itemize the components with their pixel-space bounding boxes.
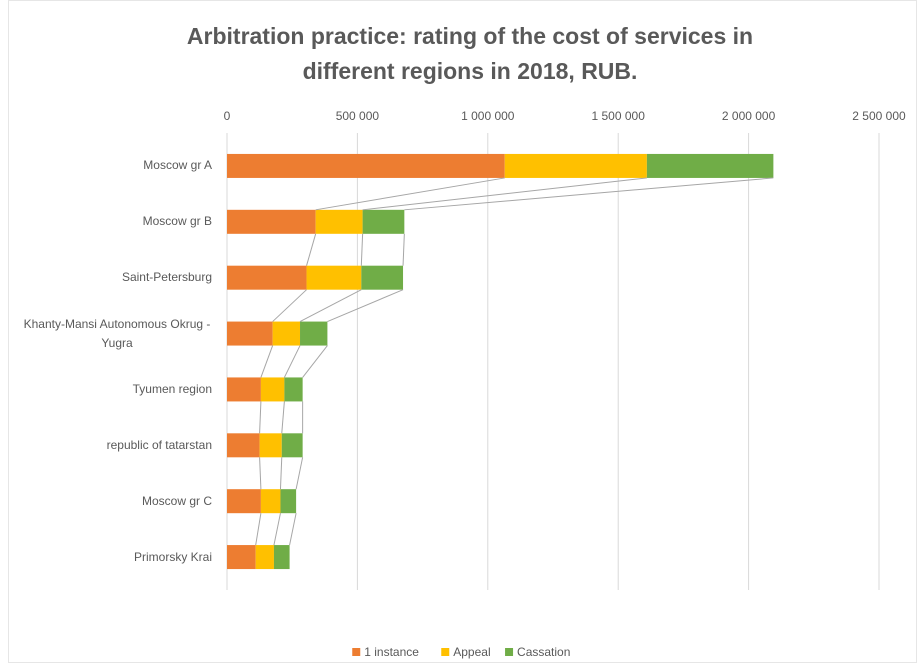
bar-segment bbox=[227, 265, 307, 290]
x-tick-label: 2 500 000 bbox=[852, 109, 906, 123]
series-line bbox=[272, 289, 307, 322]
category-text: Khanty-Mansi Autonomous Okrug - Yugra bbox=[23, 316, 211, 350]
category-text: Saint-Petersburg bbox=[121, 270, 212, 285]
category-text: Moscow gr B bbox=[142, 214, 212, 229]
legend-label: 1 instance bbox=[364, 645, 419, 659]
series-line bbox=[255, 513, 262, 546]
category-text: Moscow gr C bbox=[141, 493, 212, 508]
category-text: Moscow gr A bbox=[143, 158, 212, 173]
bar-segment bbox=[272, 321, 301, 346]
bar-segment bbox=[227, 209, 316, 234]
series-line bbox=[259, 401, 262, 434]
bar-segment bbox=[281, 433, 303, 458]
category-label: Saint-Petersburg bbox=[2, 250, 212, 306]
bar-segment bbox=[280, 489, 297, 514]
x-tick-label: 2 000 000 bbox=[722, 109, 776, 123]
series-line bbox=[260, 345, 274, 378]
category-text: Primorsky Krai bbox=[133, 549, 212, 564]
chart-title: Arbitration practice: rating of the cost… bbox=[187, 23, 753, 49]
bar-segment bbox=[260, 489, 281, 514]
legend-swatch bbox=[505, 648, 514, 656]
bar-segment bbox=[227, 321, 273, 346]
bar-segment bbox=[255, 545, 274, 570]
series-line bbox=[327, 289, 404, 323]
bar-segment bbox=[646, 153, 774, 178]
series-line bbox=[295, 457, 304, 490]
series-line bbox=[360, 233, 364, 266]
category-label: Moscow gr C bbox=[2, 473, 212, 529]
series-line bbox=[279, 457, 283, 490]
bar-segment bbox=[315, 209, 363, 234]
series-line bbox=[259, 457, 262, 490]
legend-label: Appeal bbox=[453, 645, 490, 659]
legend-label: Cassation bbox=[517, 645, 570, 659]
category-label: Moscow gr B bbox=[2, 194, 212, 250]
category-label: Moscow gr A bbox=[2, 138, 212, 194]
series-line bbox=[281, 401, 285, 434]
series-line bbox=[404, 177, 774, 211]
series-line bbox=[273, 513, 281, 546]
series-line bbox=[302, 345, 328, 378]
bar-segment bbox=[300, 321, 328, 346]
chart-title-line-2: different regions in 2018, RUB. bbox=[303, 58, 638, 84]
series-line bbox=[315, 177, 505, 211]
bar-segment bbox=[362, 209, 405, 234]
series-line bbox=[362, 177, 647, 211]
category-label: republic of tatarstan bbox=[2, 417, 212, 473]
bar-segment bbox=[306, 265, 362, 290]
bar-segment bbox=[227, 433, 260, 458]
category-label: Khanty-Mansi Autonomous Okrug - Yugra bbox=[2, 306, 212, 362]
category-text: Tyumen region bbox=[132, 381, 212, 396]
legend-swatch bbox=[441, 648, 450, 656]
series-line bbox=[289, 513, 297, 546]
series-line bbox=[299, 289, 362, 323]
category-label: Primorsky Krai bbox=[2, 529, 212, 585]
bar-segment bbox=[227, 489, 261, 514]
bar-segment bbox=[504, 153, 647, 178]
x-tick-label: 1 000 000 bbox=[461, 109, 515, 123]
series-line bbox=[306, 233, 317, 266]
bar-segment bbox=[227, 377, 261, 402]
legend-swatch bbox=[352, 648, 361, 656]
bar-segment bbox=[284, 377, 303, 402]
category-text: republic of tatarstan bbox=[106, 437, 212, 452]
bar-segment bbox=[361, 265, 404, 290]
x-tick-label: 0 bbox=[224, 109, 231, 123]
bar-segment bbox=[259, 433, 282, 458]
category-label: Tyumen region bbox=[2, 361, 212, 417]
series-line bbox=[283, 345, 301, 378]
bar-segment bbox=[227, 153, 505, 178]
x-tick-label: 500 000 bbox=[336, 109, 380, 123]
bar-segment bbox=[273, 545, 290, 570]
series-line bbox=[402, 233, 405, 266]
bar-segment bbox=[227, 545, 256, 570]
chart-border bbox=[8, 0, 917, 663]
bar-segment bbox=[260, 377, 285, 402]
x-tick-label: 1 500 000 bbox=[592, 109, 646, 123]
